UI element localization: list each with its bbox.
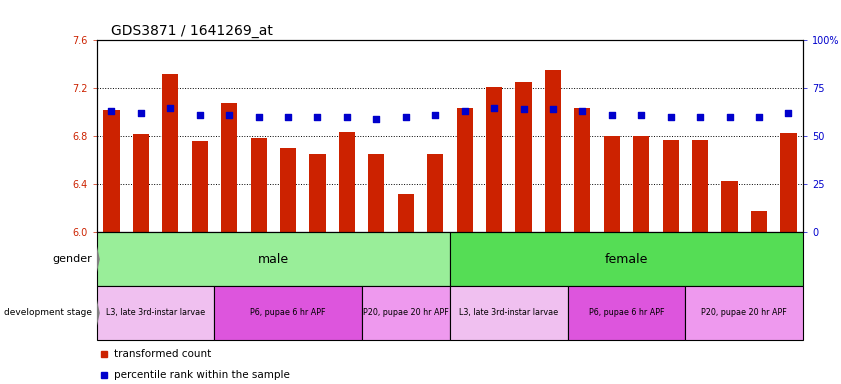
- Bar: [692, 140, 708, 232]
- Point: [428, 112, 442, 118]
- Point: [340, 114, 353, 120]
- Bar: [568, 286, 685, 340]
- Bar: [457, 108, 473, 232]
- Bar: [574, 108, 590, 232]
- Bar: [309, 154, 325, 232]
- Bar: [192, 141, 208, 232]
- Bar: [663, 140, 679, 232]
- Text: P20, pupae 20 hr APF: P20, pupae 20 hr APF: [701, 308, 787, 318]
- Text: P6, pupae 6 hr APF: P6, pupae 6 hr APF: [251, 308, 325, 318]
- Point: [722, 114, 736, 120]
- Point: [222, 112, 235, 118]
- Bar: [280, 148, 296, 232]
- Bar: [97, 232, 450, 286]
- Point: [163, 104, 177, 111]
- Bar: [685, 286, 803, 340]
- Bar: [221, 103, 237, 232]
- Bar: [722, 181, 738, 232]
- Bar: [751, 211, 767, 232]
- Polygon shape: [96, 246, 99, 273]
- Text: percentile rank within the sample: percentile rank within the sample: [114, 370, 290, 380]
- Point: [458, 108, 471, 114]
- Bar: [133, 134, 149, 232]
- Bar: [162, 74, 178, 232]
- Point: [251, 114, 265, 120]
- Bar: [516, 82, 532, 232]
- Bar: [633, 136, 649, 232]
- Text: P6, pupae 6 hr APF: P6, pupae 6 hr APF: [589, 308, 664, 318]
- Point: [546, 106, 559, 113]
- Bar: [427, 154, 443, 232]
- Text: L3, late 3rd-instar larvae: L3, late 3rd-instar larvae: [106, 308, 205, 318]
- Text: male: male: [257, 253, 289, 266]
- Bar: [251, 137, 267, 232]
- Point: [516, 106, 530, 113]
- Point: [634, 112, 648, 118]
- Polygon shape: [96, 300, 99, 326]
- Bar: [780, 133, 796, 232]
- Point: [752, 114, 765, 120]
- Bar: [368, 154, 384, 232]
- Text: female: female: [605, 253, 648, 266]
- Point: [487, 104, 500, 111]
- Point: [369, 116, 383, 122]
- Bar: [545, 70, 561, 232]
- Bar: [339, 131, 355, 232]
- Text: GDS3871 / 1641269_at: GDS3871 / 1641269_at: [111, 24, 272, 38]
- Point: [664, 114, 677, 120]
- Point: [193, 112, 206, 118]
- Point: [693, 114, 706, 120]
- Point: [399, 114, 412, 120]
- Bar: [362, 286, 450, 340]
- Point: [104, 108, 118, 114]
- Bar: [450, 232, 803, 286]
- Bar: [486, 87, 502, 232]
- Bar: [450, 286, 568, 340]
- Bar: [214, 286, 362, 340]
- Point: [310, 114, 324, 120]
- Bar: [604, 136, 620, 232]
- Bar: [398, 194, 414, 232]
- Text: gender: gender: [52, 254, 93, 264]
- Text: L3, late 3rd-instar larvae: L3, late 3rd-instar larvae: [459, 308, 558, 318]
- Bar: [103, 110, 119, 232]
- Point: [575, 108, 589, 114]
- Point: [781, 110, 795, 116]
- Text: P20, pupae 20 hr APF: P20, pupae 20 hr APF: [363, 308, 448, 318]
- Point: [605, 112, 618, 118]
- Point: [134, 110, 147, 116]
- Bar: [97, 286, 214, 340]
- Text: development stage: development stage: [4, 308, 93, 318]
- Point: [281, 114, 294, 120]
- Text: transformed count: transformed count: [114, 349, 211, 359]
